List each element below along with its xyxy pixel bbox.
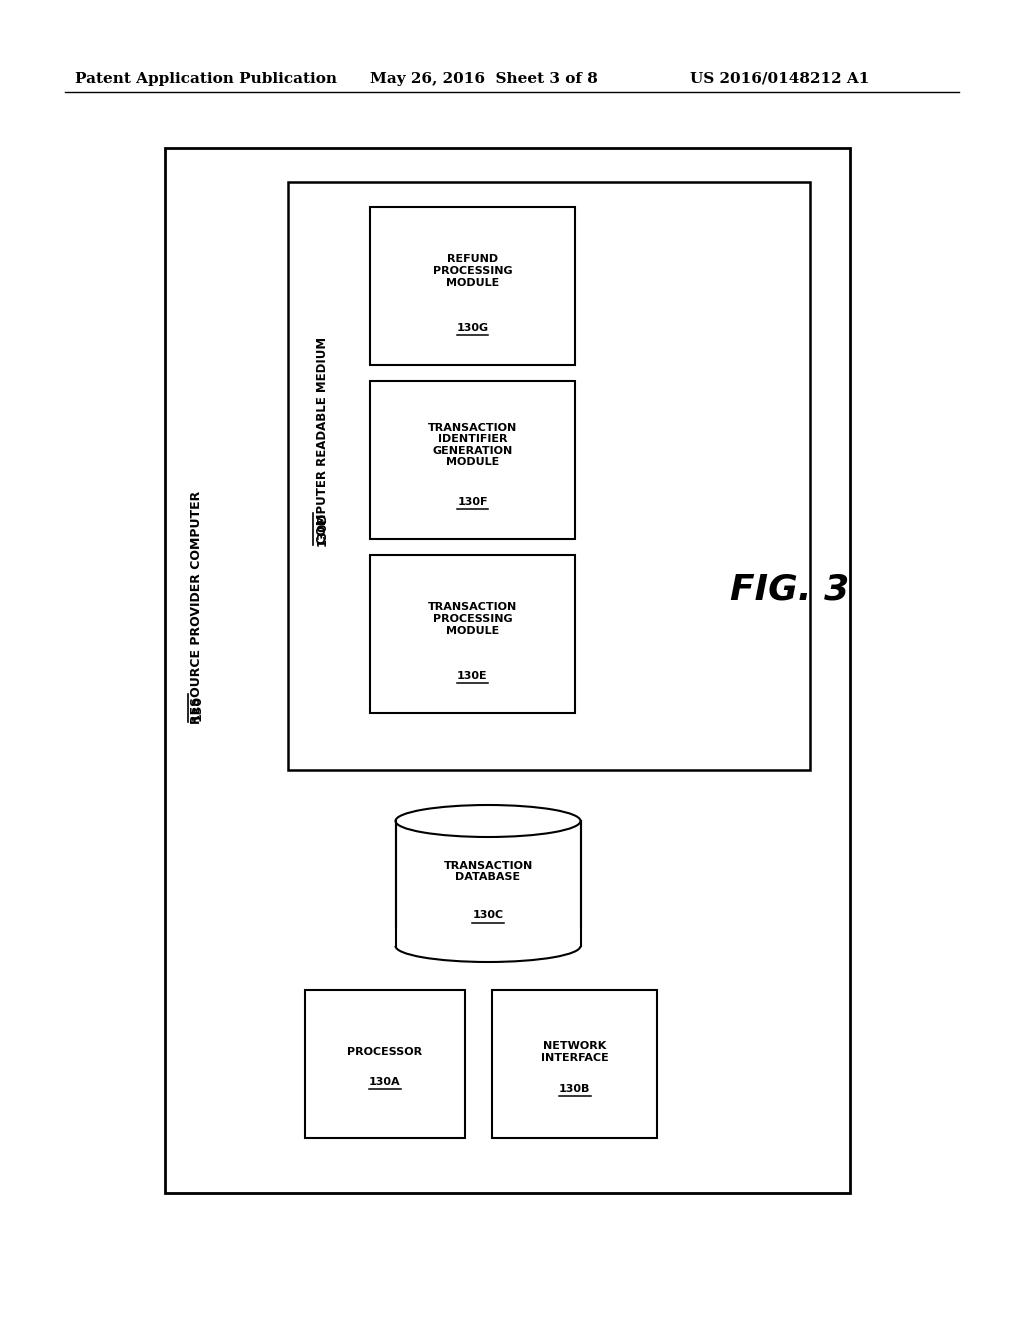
Text: TRANSACTION
PROCESSING
MODULE: TRANSACTION PROCESSING MODULE	[428, 602, 517, 636]
FancyBboxPatch shape	[370, 207, 575, 366]
Text: Patent Application Publication: Patent Application Publication	[75, 73, 337, 86]
Text: May 26, 2016  Sheet 3 of 8: May 26, 2016 Sheet 3 of 8	[370, 73, 598, 86]
Text: 130A: 130A	[370, 1077, 400, 1086]
Text: RESOURCE PROVIDER COMPUTER: RESOURCE PROVIDER COMPUTER	[190, 491, 204, 725]
Text: NETWORK
INTERFACE: NETWORK INTERFACE	[541, 1041, 608, 1063]
Ellipse shape	[395, 931, 581, 962]
Text: US 2016/0148212 A1: US 2016/0148212 A1	[690, 73, 869, 86]
Text: 130: 130	[190, 694, 204, 721]
Text: TRANSACTION
DATABASE: TRANSACTION DATABASE	[443, 861, 532, 882]
Text: COMPUTER READABLE MEDIUM: COMPUTER READABLE MEDIUM	[315, 337, 329, 544]
Ellipse shape	[395, 805, 581, 837]
Text: TRANSACTION
IDENTIFIER
GENERATION
MODULE: TRANSACTION IDENTIFIER GENERATION MODULE	[428, 422, 517, 467]
Text: REFUND
PROCESSING
MODULE: REFUND PROCESSING MODULE	[433, 255, 512, 288]
FancyBboxPatch shape	[305, 990, 465, 1138]
Text: 130E: 130E	[457, 671, 487, 681]
Text: 130G: 130G	[457, 323, 488, 333]
FancyBboxPatch shape	[370, 554, 575, 713]
Text: 130C: 130C	[472, 911, 504, 920]
FancyBboxPatch shape	[165, 148, 850, 1193]
FancyBboxPatch shape	[288, 182, 810, 770]
Text: 130F: 130F	[458, 498, 487, 507]
FancyBboxPatch shape	[370, 381, 575, 539]
Text: 130B: 130B	[559, 1084, 590, 1094]
FancyBboxPatch shape	[395, 821, 581, 946]
FancyBboxPatch shape	[492, 990, 657, 1138]
Text: FIG. 3: FIG. 3	[730, 573, 850, 607]
Text: PROCESSOR: PROCESSOR	[347, 1047, 423, 1057]
FancyBboxPatch shape	[393, 928, 583, 946]
Text: 130D: 130D	[315, 512, 329, 545]
